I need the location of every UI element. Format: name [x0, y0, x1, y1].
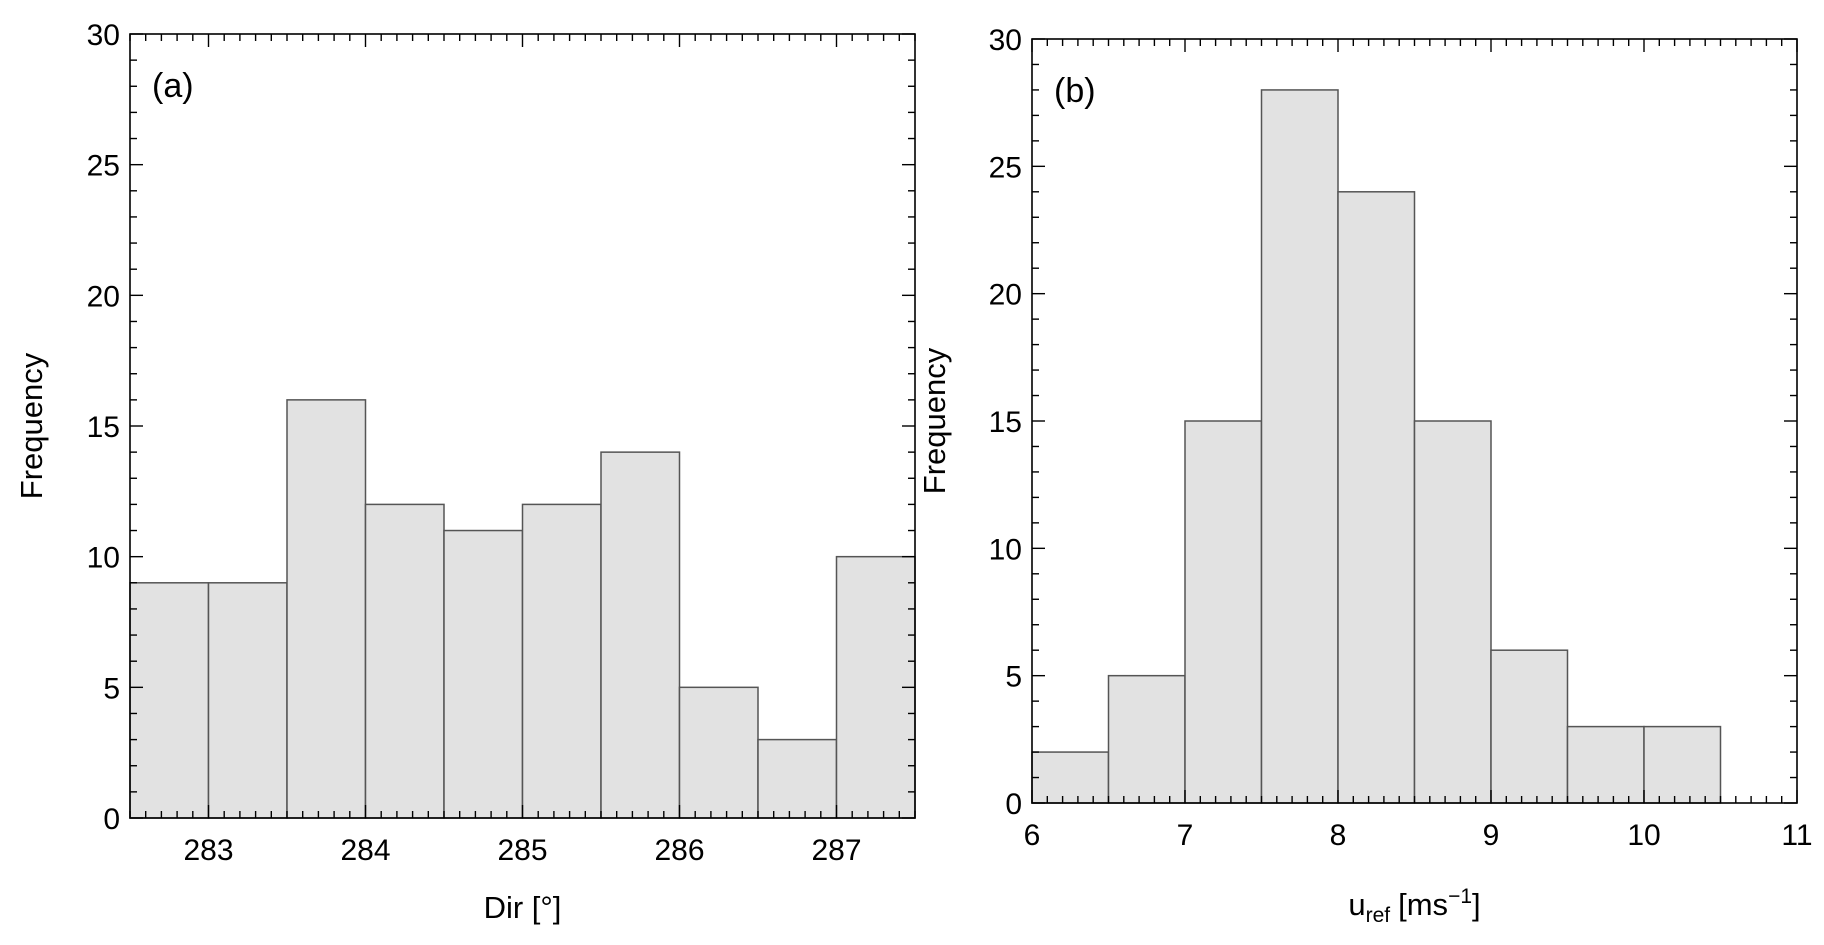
panel-a-bar	[835, 555, 916, 819]
panel-a-bar	[364, 503, 445, 819]
panel-b-bar	[1490, 649, 1569, 804]
panel-b-x-tick-label: 6	[1024, 819, 1041, 852]
panel-b-label: (b)	[1054, 72, 1096, 110]
panel-a-y-tick-label: 20	[87, 280, 120, 313]
panel-a-y-tick-label: 30	[87, 19, 120, 52]
panel-b-bar	[1260, 89, 1339, 804]
panel-b-bar	[1413, 420, 1492, 804]
panel-a-y-tick-label: 0	[103, 803, 120, 836]
panel-b-x-tick-label: 9	[1483, 819, 1500, 852]
x-title-superscript: −1	[1448, 885, 1472, 908]
panel-a-y-tick-label: 15	[87, 411, 120, 444]
panel-a-bar	[600, 451, 681, 819]
panel-a-bar	[678, 686, 759, 819]
panel-a-x-tick-label: 285	[497, 834, 547, 867]
panel-a-x-tick-label: 286	[654, 834, 704, 867]
panel-b-bar	[1337, 191, 1416, 804]
panel-a-bar	[757, 738, 838, 819]
x-title-subscript: ref	[1366, 904, 1391, 927]
panel-b-x-tick-label: 11	[1781, 819, 1812, 852]
panel-a-ticks	[129, 33, 916, 819]
panel-b-y-tick-label: 30	[989, 24, 1022, 57]
x-title-unit: [ms	[1398, 887, 1448, 922]
x-title-main: u	[1348, 887, 1365, 922]
panel-a-y-tick-label: 25	[87, 150, 120, 183]
panel-b-bar	[1031, 751, 1110, 804]
panel-b-y-tick-label: 5	[1005, 661, 1022, 694]
panel-a-y-tick-label: 5	[103, 672, 120, 705]
panel-b-y-tick-label: 15	[989, 406, 1022, 439]
panel-a-bars	[129, 399, 916, 819]
panel-b-x-tick-label: 7	[1177, 819, 1194, 852]
panel-b-bar	[1184, 420, 1263, 804]
panel-a-x-tick-label: 283	[183, 834, 233, 867]
panel-b-bars	[1031, 89, 1722, 804]
panel-b-x-tick-label: 8	[1330, 819, 1347, 852]
panel-b-x-tick-label: 10	[1627, 819, 1660, 852]
panel-a-tick-labels: 0 5 10 15 20 25 30 283 284 285 286 287	[87, 19, 862, 867]
panel-b-y-tick-label: 10	[989, 533, 1022, 566]
panel-b-uref-histogram: 0 5 10 15 20 25 30 6 7 8 9 10 11 (b) uref [ms−1] Freq…	[917, 24, 1813, 927]
panel-a-y-tick-label: 10	[87, 542, 120, 575]
panel-a-x-tick-label: 284	[340, 834, 390, 867]
panel-b-y-tick-label: 25	[989, 151, 1022, 184]
panel-b-x-axis-title: uref [ms−1]	[1348, 885, 1480, 927]
panel-b-ticks	[1031, 38, 1798, 804]
panel-b-y-tick-label: 20	[989, 279, 1022, 312]
panel-a-bar	[443, 529, 524, 819]
x-title-close: ]	[1472, 887, 1481, 922]
panel-b-bar	[1107, 674, 1186, 804]
panel-b-y-axis-title: Frequency	[917, 347, 952, 494]
panel-b-bar	[1566, 725, 1645, 804]
panel-a-x-tick-label: 287	[811, 834, 861, 867]
panel-b-y-tick-label: 0	[1005, 788, 1022, 821]
panel-a-bar	[521, 503, 602, 819]
panel-b-bar	[1643, 725, 1722, 804]
panel-a-bar	[129, 582, 210, 819]
panel-a-bar	[286, 399, 367, 819]
panel-b-tick-labels: 0 5 10 15 20 25 30 6 7 8 9 10 11	[989, 24, 1813, 852]
panel-a-bar	[207, 582, 288, 819]
panel-a-x-axis-title: Dir [°]	[484, 890, 562, 925]
panel-a-label: (a)	[152, 67, 194, 105]
panel-a-y-axis-title: Frequency	[14, 352, 49, 499]
